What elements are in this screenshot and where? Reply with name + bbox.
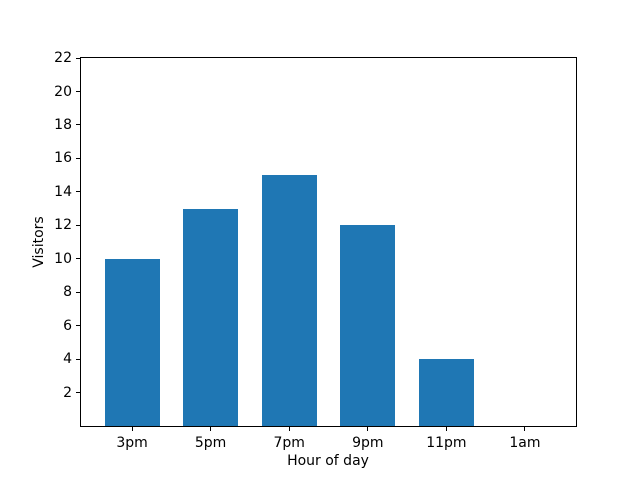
plot-area	[80, 57, 577, 427]
x-tick-label-7pm: 7pm	[273, 435, 305, 451]
x-tick-5pm	[210, 427, 212, 431]
y-tick-8	[76, 291, 80, 293]
x-tick-label-3pm: 3pm	[116, 435, 148, 451]
x-axis-label: Hour of day	[287, 453, 369, 469]
y-tick-label-18: 18	[54, 116, 72, 133]
y-tick-2	[76, 392, 80, 393]
y-tick-4	[76, 358, 80, 360]
bar-5pm	[183, 208, 239, 426]
x-tick-label-5pm: 5pm	[194, 435, 227, 451]
bar-11pm	[418, 359, 474, 426]
y-tick-label-10: 10	[54, 250, 72, 267]
bar-7pm	[261, 175, 317, 426]
x-tick-label-1am: 1am	[509, 435, 541, 451]
x-tick-label-9pm: 9pm	[352, 435, 384, 451]
x-tick-11pm	[445, 427, 447, 431]
y-tick-20	[76, 91, 80, 92]
y-tick-label-4: 4	[63, 351, 72, 368]
x-tick-1am	[524, 427, 526, 431]
y-tick-label-12: 12	[54, 217, 72, 234]
x-tick-label-11pm: 11pm	[426, 435, 467, 451]
x-tick-7pm	[288, 427, 290, 431]
y-tick-22	[76, 57, 80, 59]
y-tick-12	[76, 224, 80, 226]
y-tick-label-22: 22	[54, 50, 72, 66]
x-tick-9pm	[367, 427, 369, 431]
y-tick-label-2: 2	[63, 384, 72, 401]
bar-3pm	[104, 258, 160, 426]
y-tick-16	[76, 157, 80, 159]
y-tick-6	[76, 325, 80, 327]
y-tick-10	[76, 258, 80, 260]
y-tick-14	[76, 191, 80, 193]
bar-9pm	[340, 225, 396, 426]
y-tick-label-8: 8	[63, 284, 72, 301]
y-tick-label-16: 16	[54, 150, 72, 167]
x-tick-3pm	[131, 427, 133, 431]
y-tick-18	[76, 124, 80, 126]
y-tick-label-6: 6	[63, 317, 72, 334]
y-tick-label-20: 20	[54, 83, 72, 100]
y-tick-label-14: 14	[54, 183, 72, 200]
